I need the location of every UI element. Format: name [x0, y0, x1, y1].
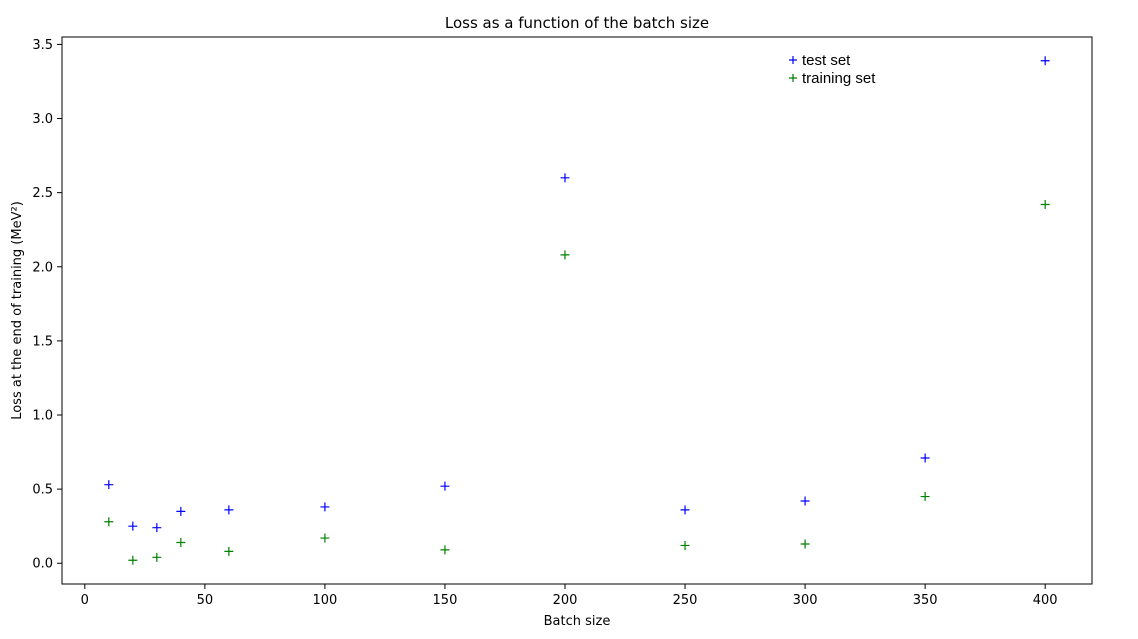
point-training-set — [176, 537, 186, 547]
plot-frame — [61, 36, 1093, 585]
y-axis-title: Loss at the end of training (MeV²) — [10, 201, 25, 420]
x-tick-label: 250 — [673, 593, 698, 608]
point-test-set — [224, 505, 234, 515]
legend-marker-test-set — [789, 56, 797, 64]
point-training-set — [128, 555, 138, 565]
x-tick-label: 50 — [197, 593, 214, 608]
y-tick-label: 3.5 — [32, 38, 53, 53]
y-axis: 0.0 0.5 1.0 1.5 2.0 2.5 3.0 3.5 — [32, 38, 62, 572]
point-training-set — [800, 539, 810, 549]
x-tick-label: 100 — [312, 593, 337, 608]
chart-title: Loss as a function of the batch size — [445, 14, 709, 32]
y-tick-label: 3.0 — [32, 112, 53, 127]
x-tick-label: 300 — [793, 593, 818, 608]
point-training-set — [224, 546, 234, 556]
y-tick-label: 1.5 — [32, 334, 53, 349]
point-training-set — [920, 492, 930, 502]
x-tick-label: 0 — [81, 593, 89, 608]
y-tick-label: 0.0 — [32, 557, 53, 572]
x-tick-label: 200 — [553, 593, 578, 608]
point-training-set — [560, 250, 570, 260]
point-training-set — [152, 552, 162, 562]
point-test-set — [1040, 56, 1050, 66]
point-test-set — [440, 481, 450, 491]
x-tick-label: 400 — [1033, 593, 1058, 608]
legend-label-test-set: test set — [802, 52, 851, 69]
y-tick-label: 0.5 — [32, 483, 53, 498]
point-test-set — [800, 496, 810, 506]
legend: test set training set — [789, 52, 876, 87]
point-test-set — [152, 523, 162, 533]
legend-item-test-set: test set — [789, 52, 851, 69]
x-axis: 0 50 100 150 200 250 300 350 400 — [81, 584, 1058, 608]
point-training-set — [1040, 200, 1050, 210]
point-training-set — [680, 540, 690, 550]
legend-label-training-set: training set — [802, 70, 876, 87]
data-points — [104, 56, 1050, 565]
point-training-set — [440, 545, 450, 555]
point-test-set — [104, 480, 114, 490]
point-test-set — [176, 506, 186, 516]
y-tick-label: 1.0 — [32, 409, 53, 424]
y-tick-label: 2.5 — [32, 186, 53, 201]
point-test-set — [920, 453, 930, 463]
y-tick-label: 2.0 — [32, 260, 53, 275]
point-training-set — [320, 533, 330, 543]
point-test-set — [680, 505, 690, 515]
x-tick-label: 150 — [433, 593, 458, 608]
point-training-set — [104, 517, 114, 527]
point-test-set — [128, 521, 138, 531]
legend-item-training-set: training set — [789, 70, 876, 87]
point-test-set — [320, 502, 330, 512]
x-axis-title: Batch size — [544, 614, 611, 629]
point-test-set — [560, 173, 570, 183]
legend-marker-training-set — [789, 74, 797, 82]
x-tick-label: 350 — [913, 593, 938, 608]
